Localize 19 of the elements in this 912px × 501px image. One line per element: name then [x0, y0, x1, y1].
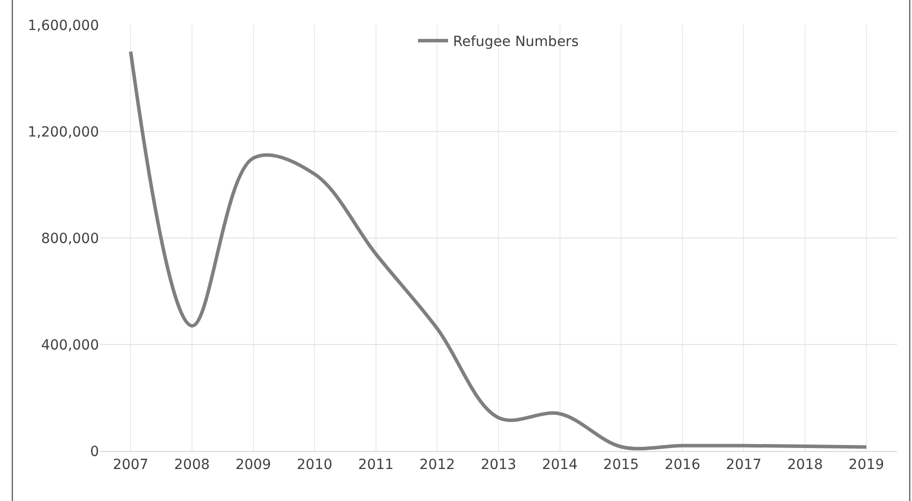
y-tick-label: 800,000: [41, 230, 99, 247]
x-tick-label: 2019: [848, 456, 884, 473]
x-tick-label: 2017: [726, 456, 762, 473]
x-tick-label: 2007: [112, 456, 148, 473]
x-tick-label: 2016: [664, 456, 700, 473]
x-tick-label: 2013: [480, 456, 516, 473]
y-tick-label: 400,000: [41, 337, 99, 354]
x-tick-label: 2008: [174, 456, 210, 473]
x-tick-label: 2015: [603, 456, 639, 473]
x-tick-label: 2014: [542, 456, 578, 473]
y-tick-label: 1,600,000: [28, 18, 99, 34]
y-tick-label: 0: [90, 444, 99, 460]
y-tick-label: 1,200,000: [28, 124, 99, 140]
x-tick-label: 2010: [296, 456, 332, 473]
x-tick-label: 2009: [235, 456, 272, 473]
x-tick-label: 2012: [419, 456, 456, 473]
legend-label: Refugee Numbers: [453, 34, 579, 50]
x-tick-label: 2018: [787, 456, 823, 473]
x-tick-label: 2011: [358, 456, 394, 473]
